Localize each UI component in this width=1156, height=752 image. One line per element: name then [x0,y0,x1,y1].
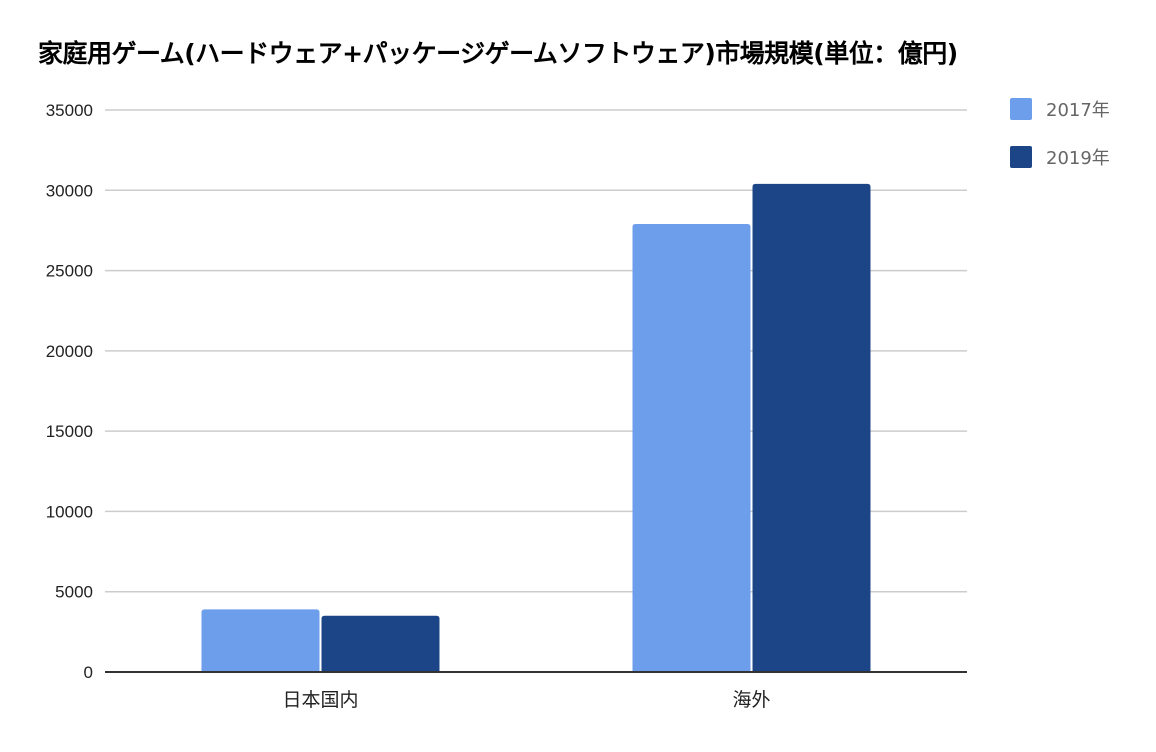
bar-2017-0 [201,609,320,672]
bar-2019-1 [752,183,871,672]
y-tick-label: 25000 [46,262,93,281]
y-tick-label: 35000 [46,101,93,120]
x-category-label: 日本国内 [282,689,358,711]
y-tick-label: 15000 [46,422,93,441]
y-tick-label: 20000 [46,342,93,361]
x-category-label: 海外 [732,689,770,711]
legend-swatch [1010,146,1032,168]
bar-2019-0 [321,615,440,672]
y-tick-label: 5000 [55,583,93,602]
bar-2017-1 [632,224,751,672]
y-tick-label: 10000 [46,502,93,521]
legend-swatch [1010,98,1032,120]
legend-label: 2017年 [1046,100,1110,121]
chart-title: 家庭用ゲーム(ハードウェア+パッケージゲームソフトウェア)市場規模(単位：億円) [38,39,958,68]
legend-label: 2019年 [1046,148,1110,169]
y-tick-label: 0 [84,663,93,682]
y-tick-label: 30000 [46,181,93,200]
